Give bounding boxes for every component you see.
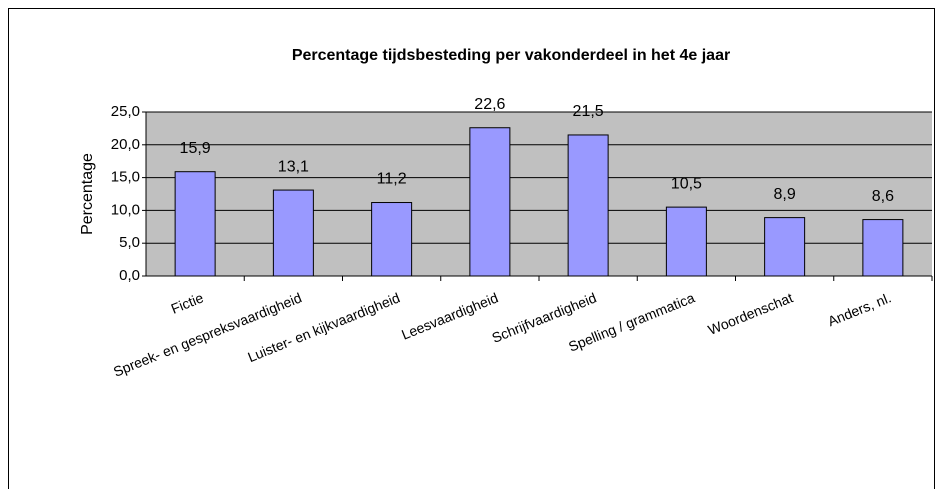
bar <box>862 219 904 277</box>
bar <box>567 134 609 277</box>
chart-title: Percentage tijdsbesteding per vakonderde… <box>292 47 730 64</box>
data-label: 13,1 <box>278 158 309 175</box>
y-axis-label: Percentage <box>79 153 96 235</box>
y-tick-label: 10,0 <box>111 201 140 218</box>
x-tick-label: Woordenschat <box>706 289 796 338</box>
y-tick-label: 25,0 <box>111 103 140 120</box>
data-label: 22,6 <box>474 96 505 113</box>
y-tick-label: 5,0 <box>119 234 140 251</box>
bar <box>469 127 511 277</box>
x-tick-label: Fictie <box>169 289 206 316</box>
x-tick-label: Anders, nl. <box>825 289 893 329</box>
bar <box>764 217 806 277</box>
y-tick-label: 20,0 <box>111 136 140 153</box>
bar <box>371 202 413 277</box>
data-label: 21,5 <box>573 103 604 120</box>
data-label: 10,5 <box>671 175 702 192</box>
y-tick-label: 0,0 <box>119 267 140 284</box>
y-tick-label: 15,0 <box>111 169 140 186</box>
bar <box>272 189 314 277</box>
x-tick-label: Leesvaardigheid <box>399 289 500 342</box>
data-label: 8,6 <box>872 188 894 205</box>
chart-border <box>8 8 935 489</box>
bar <box>174 171 216 277</box>
x-tick-label: Spreek- en gespreksvaardigheid <box>111 289 304 379</box>
plot-area <box>146 112 932 276</box>
data-label: 11,2 <box>377 171 407 188</box>
bar <box>665 206 707 277</box>
data-label: 8,9 <box>774 186 796 203</box>
data-label: 15,9 <box>180 140 211 157</box>
